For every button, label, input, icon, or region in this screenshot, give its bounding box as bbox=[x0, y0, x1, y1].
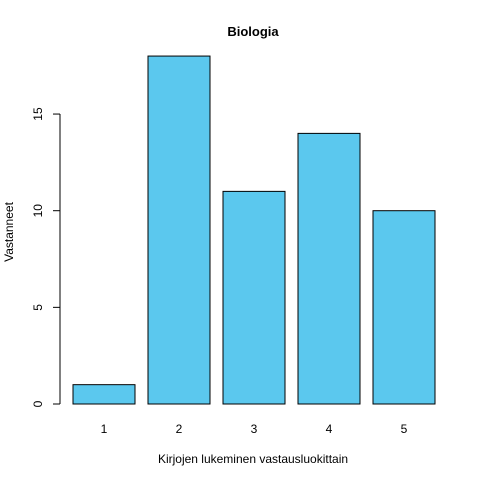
x-tick-labels: 1 2 3 4 5 bbox=[101, 422, 408, 436]
y-axis-label: Vastanneet bbox=[2, 201, 16, 261]
bar-3 bbox=[222, 190, 286, 405]
x-axis-label: Kirjojen lukeminen vastausluokittain bbox=[158, 452, 348, 466]
bar-1 bbox=[72, 384, 136, 405]
y-axis: 0 5 10 15 bbox=[31, 107, 61, 407]
x-tick-label: 3 bbox=[251, 422, 258, 436]
bars-group bbox=[72, 55, 436, 405]
chart-title: Biologia bbox=[227, 24, 279, 39]
y-tick-label: 15 bbox=[31, 107, 45, 121]
bar-2 bbox=[147, 55, 211, 405]
x-tick-label: 4 bbox=[326, 422, 333, 436]
x-tick-label: 1 bbox=[101, 422, 108, 436]
y-tick-label: 10 bbox=[31, 204, 45, 218]
x-tick-label: 2 bbox=[176, 422, 183, 436]
x-tick-label: 5 bbox=[401, 422, 408, 436]
y-tick-label: 5 bbox=[31, 304, 45, 311]
y-tick-label: 0 bbox=[31, 400, 45, 407]
bar-4 bbox=[297, 132, 361, 405]
bar-5 bbox=[372, 210, 436, 405]
